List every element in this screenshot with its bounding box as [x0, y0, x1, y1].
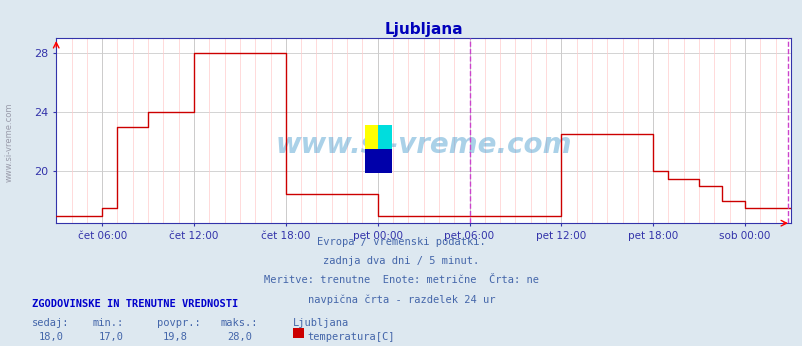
Text: 28,0: 28,0 [227, 332, 252, 342]
Text: 18,0: 18,0 [38, 332, 63, 342]
Text: min.:: min.: [92, 318, 124, 328]
Text: navpična črta - razdelek 24 ur: navpična črta - razdelek 24 ur [307, 294, 495, 304]
Bar [364, 125, 378, 149]
Text: zadnja dva dni / 5 minut.: zadnja dva dni / 5 minut. [323, 256, 479, 266]
Text: 19,8: 19,8 [163, 332, 188, 342]
Bar [364, 149, 391, 173]
Text: povpr.:: povpr.: [156, 318, 200, 328]
Text: 17,0: 17,0 [99, 332, 124, 342]
Text: Meritve: trenutne  Enote: metrične  Črta: ne: Meritve: trenutne Enote: metrične Črta: … [264, 275, 538, 285]
Text: Evropa / vremenski podatki.: Evropa / vremenski podatki. [317, 237, 485, 247]
Text: maks.:: maks.: [221, 318, 258, 328]
Text: Ljubljana: Ljubljana [293, 318, 349, 328]
Text: ZGODOVINSKE IN TRENUTNE VREDNOSTI: ZGODOVINSKE IN TRENUTNE VREDNOSTI [32, 299, 238, 309]
Text: www.si-vreme.com: www.si-vreme.com [275, 131, 571, 160]
Text: www.si-vreme.com: www.si-vreme.com [5, 102, 14, 182]
Text: sedaj:: sedaj: [32, 318, 70, 328]
Text: temperatura[C]: temperatura[C] [307, 332, 395, 342]
Title: Ljubljana: Ljubljana [384, 22, 462, 37]
Bar [378, 125, 391, 149]
